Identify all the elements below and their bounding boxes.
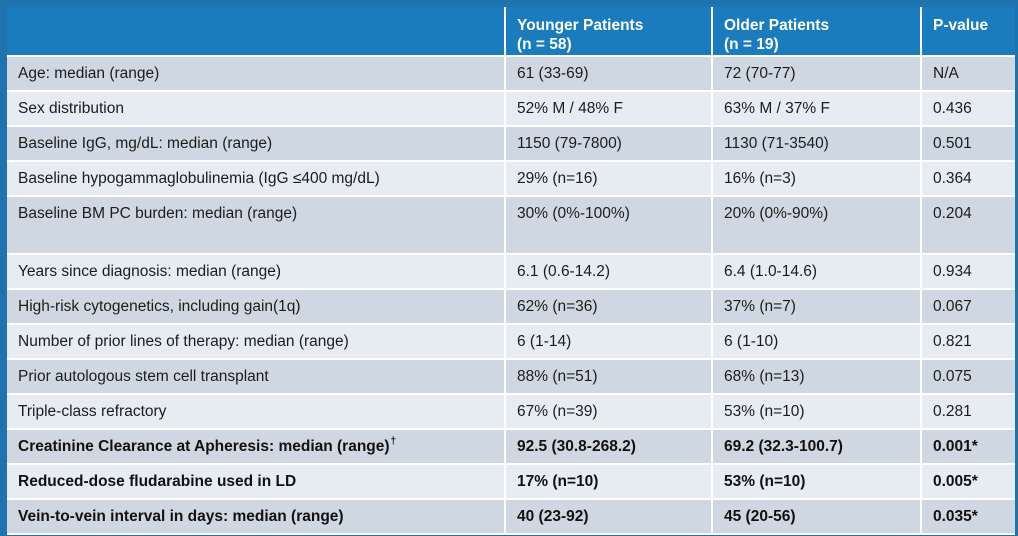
younger-value: 1150 (79-7800) xyxy=(505,126,713,162)
table-header-row: Younger Patients (n = 58) Older Patients… xyxy=(7,7,1015,57)
header-older-count: (n = 19) xyxy=(724,36,779,53)
p-value: 0.934 xyxy=(921,254,1015,290)
table-row: Reduced-dose fludarabine used in LD 17% … xyxy=(7,464,1015,500)
table-row: Prior autologous stem cell transplant 88… xyxy=(7,359,1015,395)
row-label: Years since diagnosis: median (range) xyxy=(7,254,506,290)
table-row: Vein-to-vein interval in days: median (r… xyxy=(7,499,1015,535)
older-value: 72 (70-77) xyxy=(712,56,922,92)
younger-value: 40 (23-92) xyxy=(505,499,713,535)
row-label: Baseline hypogammaglobulinemia (IgG ≤400… xyxy=(7,161,506,197)
row-label: Vein-to-vein interval in days: median (r… xyxy=(7,499,506,535)
p-value: 0.035* xyxy=(921,499,1015,535)
older-value: 6.4 (1.0-14.6) xyxy=(712,254,922,290)
header-p-value: P-value xyxy=(921,7,1015,57)
row-label: Number of prior lines of therapy: median… xyxy=(7,324,506,360)
p-value: 0.436 xyxy=(921,91,1015,127)
younger-value: 88% (n=51) xyxy=(505,359,713,395)
table-row: Creatinine Clearance at Apheresis: media… xyxy=(7,429,1015,465)
older-value: 53% (n=10) xyxy=(712,394,922,430)
dagger-footnote-mark: † xyxy=(390,435,397,447)
row-label-cell: Creatinine Clearance at Apheresis: media… xyxy=(7,429,506,465)
older-value: 69.2 (32.3-100.7) xyxy=(712,429,922,465)
row-label: Baseline BM PC burden: median (range) xyxy=(7,196,506,255)
row-label: Creatinine Clearance at Apheresis: media… xyxy=(18,437,390,455)
younger-value: 67% (n=39) xyxy=(505,394,713,430)
header-younger-title: Younger Patients xyxy=(517,17,644,34)
younger-value: 61 (33-69) xyxy=(505,56,713,92)
row-label: High-risk cytogenetics, including gain(1… xyxy=(7,289,506,325)
younger-value: 62% (n=36) xyxy=(505,289,713,325)
row-label: Prior autologous stem cell transplant xyxy=(7,359,506,395)
p-value: 0.364 xyxy=(921,161,1015,197)
table-row: Baseline hypogammaglobulinemia (IgG ≤400… xyxy=(7,161,1015,197)
younger-value: 17% (n=10) xyxy=(505,464,713,500)
younger-value: 6 (1-14) xyxy=(505,324,713,360)
header-younger-patients: Younger Patients (n = 58) xyxy=(505,7,713,57)
p-value: 0.067 xyxy=(921,289,1015,325)
older-value: 20% (0%-90%) xyxy=(712,196,922,255)
younger-value: 52% M / 48% F xyxy=(505,91,713,127)
p-value: 0.204 xyxy=(921,196,1015,255)
table-row: Triple-class refractory 67% (n=39) 53% (… xyxy=(7,394,1015,430)
table-row: Years since diagnosis: median (range) 6.… xyxy=(7,254,1015,290)
table-row: Baseline BM PC burden: median (range) 30… xyxy=(7,196,1015,255)
older-value: 1130 (71-3540) xyxy=(712,126,922,162)
younger-value: 6.1 (0.6-14.2) xyxy=(505,254,713,290)
row-label: Age: median (range) xyxy=(7,56,506,92)
older-value: 45 (20-56) xyxy=(712,499,922,535)
younger-value: 92.5 (30.8-268.2) xyxy=(505,429,713,465)
older-value: 37% (n=7) xyxy=(712,289,922,325)
table-row: Age: median (range) 61 (33-69) 72 (70-77… xyxy=(7,56,1015,92)
row-label: Baseline IgG, mg/dL: median (range) xyxy=(7,126,506,162)
patient-characteristics-table: Younger Patients (n = 58) Older Patients… xyxy=(7,7,1015,535)
header-characteristic xyxy=(7,7,506,57)
younger-value: 29% (n=16) xyxy=(505,161,713,197)
p-value: 0.821 xyxy=(921,324,1015,360)
table-row: Baseline IgG, mg/dL: median (range) 1150… xyxy=(7,126,1015,162)
table-row: High-risk cytogenetics, including gain(1… xyxy=(7,289,1015,325)
older-value: 68% (n=13) xyxy=(712,359,922,395)
table-row: Sex distribution 52% M / 48% F 63% M / 3… xyxy=(7,91,1015,127)
p-value: 0.501 xyxy=(921,126,1015,162)
header-p-value-title: P-value xyxy=(933,17,989,34)
row-label: Sex distribution xyxy=(7,91,506,127)
row-label: Triple-class refractory xyxy=(7,394,506,430)
older-value: 16% (n=3) xyxy=(712,161,922,197)
p-value: 0.005* xyxy=(921,464,1015,500)
older-value: 63% M / 37% F xyxy=(712,91,922,127)
p-value: 0.075 xyxy=(921,359,1015,395)
younger-value: 30% (0%-100%) xyxy=(505,196,713,255)
table-row: Number of prior lines of therapy: median… xyxy=(7,324,1015,360)
p-value: N/A xyxy=(921,56,1015,92)
header-older-patients: Older Patients (n = 19) xyxy=(712,7,922,57)
header-younger-count: (n = 58) xyxy=(517,36,572,53)
older-value: 53% (n=10) xyxy=(712,464,922,500)
older-value: 6 (1-10) xyxy=(712,324,922,360)
p-value: 0.281 xyxy=(921,394,1015,430)
header-older-title: Older Patients xyxy=(724,17,830,34)
p-value: 0.001* xyxy=(921,429,1015,465)
row-label: Reduced-dose fludarabine used in LD xyxy=(7,464,506,500)
